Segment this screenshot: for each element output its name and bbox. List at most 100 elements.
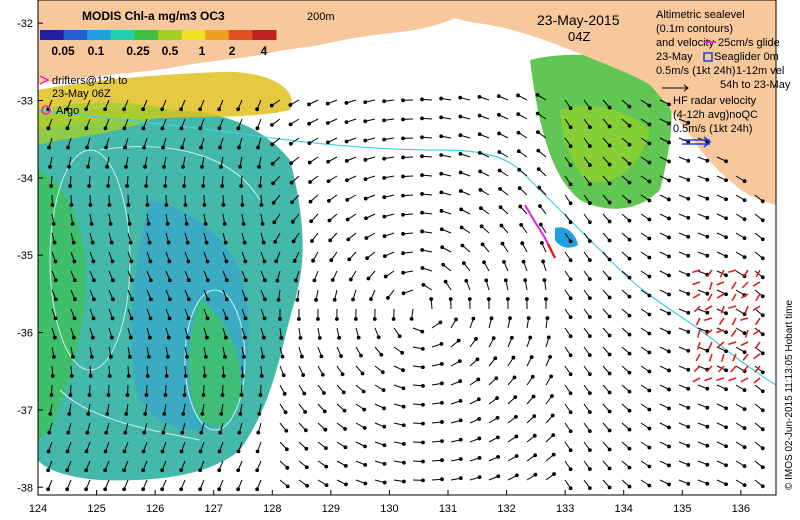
velocity-arrow-head — [458, 133, 463, 138]
velocity-arrow-head — [568, 239, 573, 244]
velocity-arrow-head — [667, 235, 671, 240]
velocity-arrow-head — [401, 136, 405, 141]
hf-radar-arrow — [695, 317, 701, 326]
velocity-arrow-head — [382, 234, 387, 239]
velocity-arrow-head — [179, 107, 184, 112]
velocity-arrow-head — [421, 459, 425, 464]
velocity-arrow-head — [523, 278, 528, 283]
velocity-arrow-head — [290, 200, 295, 205]
velocity-arrow-head — [440, 420, 444, 424]
velocity-arrow-head — [205, 278, 210, 283]
velocity-arrow-head — [458, 457, 463, 461]
velocity-arrow-head — [198, 449, 203, 454]
velocity-arrow-head — [362, 407, 367, 412]
velocity-arrow-head — [457, 359, 462, 364]
velocity-arrow-head — [285, 465, 290, 470]
velocity-arrow-head — [532, 414, 537, 419]
velocity-arrow-head — [568, 277, 573, 282]
velocity-arrow-head — [401, 117, 405, 122]
velocity-arrow-head — [323, 427, 328, 432]
velocity-arrow-head — [166, 335, 171, 340]
isobath-label: 200m — [307, 11, 335, 23]
velocity-arrow-head — [476, 397, 481, 402]
velocity-arrow-head — [167, 316, 172, 321]
velocity-arrow-head — [521, 259, 526, 264]
velocity-arrow-head — [126, 203, 131, 207]
velocity-arrow-head — [514, 454, 519, 458]
velocity-arrow-head — [88, 203, 93, 207]
velocity-arrow-head — [647, 350, 652, 355]
velocity-arrow-head — [129, 278, 134, 283]
velocity-arrow-head — [667, 178, 671, 183]
velocity-arrow-head — [160, 487, 165, 492]
velocity-arrow-head — [476, 377, 481, 382]
velocity-arrow-head — [439, 190, 444, 195]
velocity-arrow-head — [122, 468, 127, 473]
velocity-arrow-head — [667, 482, 671, 487]
velocity-arrow-head — [496, 474, 501, 479]
velocity-arrow-head — [686, 253, 691, 258]
velocity-arrow-head — [499, 223, 504, 228]
velocity-arrow-head — [760, 389, 765, 394]
lon-tick-label: 131 — [439, 503, 457, 515]
velocity-arrow-head — [308, 199, 313, 204]
lat-tick-label: -36 — [17, 328, 33, 340]
velocity-arrow-head — [477, 455, 482, 460]
velocity-arrow-head — [363, 157, 368, 162]
velocity-arrow-head — [587, 163, 592, 167]
velocity-arrow-head — [109, 335, 114, 340]
hf-radar-arrow — [740, 377, 749, 383]
velocity-arrow-head — [742, 217, 747, 222]
velocity-arrow-head — [67, 164, 71, 169]
velocity-arrow-head — [568, 353, 573, 358]
velocity-arrow-head — [218, 145, 222, 150]
velocity-arrow-head — [144, 184, 149, 188]
velocity-arrow-head — [184, 221, 189, 226]
velocity-arrow-head — [105, 411, 110, 416]
credit-label: © IMOS 02-Jun-2015 11:13:05 Hobart time — [784, 300, 795, 490]
velocity-arrow-head — [760, 332, 765, 337]
hf-radar-arrow — [696, 329, 701, 338]
hf-radar-arrow — [720, 305, 725, 314]
velocity-arrow-head — [440, 477, 444, 482]
velocity-arrow-head — [458, 398, 463, 403]
velocity-arrow-head — [107, 374, 112, 378]
velocity-arrow-head — [760, 313, 765, 318]
velocity-arrow-head — [441, 262, 446, 267]
velocity-arrow-head — [382, 254, 387, 258]
velocity-arrow-head — [103, 468, 108, 473]
velocity-arrow-head — [201, 184, 206, 188]
velocity-arrow-head — [122, 487, 127, 492]
velocity-arrow-head — [205, 297, 210, 302]
velocity-arrow-head — [124, 411, 129, 416]
velocity-arrow-head — [202, 374, 207, 378]
colorbar-tick-label: 0.1 — [88, 44, 105, 58]
hf-radar-arrow — [741, 281, 749, 289]
velocity-arrow-head — [686, 139, 691, 144]
velocity-arrow-head — [742, 198, 747, 203]
velocity-arrow-head — [627, 484, 632, 489]
velocity-arrow-head — [458, 437, 463, 442]
velocity-arrow-head — [52, 240, 57, 245]
velocity-arrow-head — [353, 317, 358, 321]
velocity-arrow-head — [224, 259, 229, 264]
velocity-arrow-head — [667, 387, 671, 392]
velocity-arrow-head — [545, 316, 550, 321]
velocity-arrow-head — [439, 153, 444, 157]
velocity-arrow-head — [322, 409, 327, 414]
velocity-arrow-head — [179, 487, 184, 492]
velocity-arrow-head — [530, 374, 535, 379]
hf-radar-arrow — [744, 329, 749, 338]
velocity-arrow-head — [538, 222, 543, 227]
velocity-arrow-head — [218, 430, 223, 435]
hf-radar-arrow — [728, 269, 737, 274]
velocity-arrow-head — [518, 204, 523, 209]
velocity-arrow-head — [258, 184, 263, 188]
velocity-arrow-head — [284, 428, 289, 433]
velocity-arrow-head — [141, 107, 146, 112]
velocity-arrow-head — [440, 458, 444, 463]
velocity-arrow-head — [439, 209, 444, 213]
velocity-arrow-head — [587, 429, 592, 433]
velocity-arrow-head — [760, 446, 765, 451]
lat-tick-label: -38 — [17, 482, 33, 494]
